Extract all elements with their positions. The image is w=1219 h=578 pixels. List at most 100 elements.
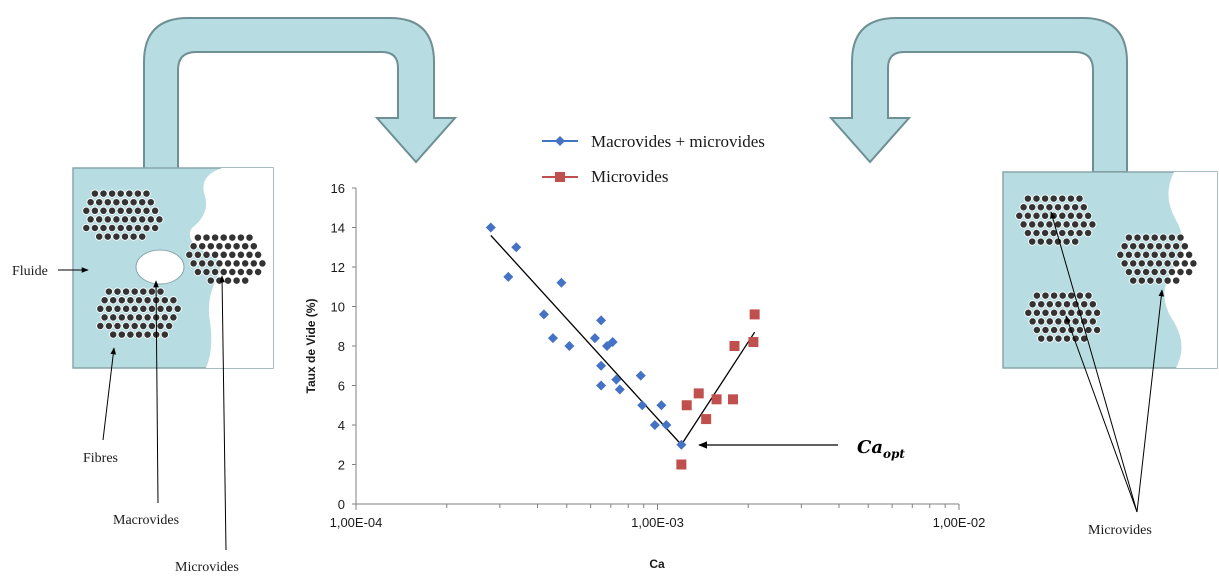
point-macrovides bbox=[635, 370, 646, 381]
point-macrovides bbox=[607, 337, 618, 348]
fibre bbox=[1062, 203, 1071, 212]
fibre bbox=[117, 313, 126, 322]
fibre bbox=[1079, 220, 1088, 229]
fibre bbox=[1083, 211, 1093, 220]
fibre bbox=[104, 321, 114, 331]
fibre bbox=[1062, 300, 1072, 309]
fibre bbox=[1172, 242, 1181, 251]
fibre bbox=[1049, 291, 1059, 300]
y-tick-label: 10 bbox=[331, 300, 345, 315]
fibre bbox=[1180, 259, 1189, 268]
fibre bbox=[210, 267, 220, 277]
pointer-macrovides bbox=[153, 280, 159, 504]
fibre bbox=[113, 287, 122, 296]
fibre bbox=[1071, 203, 1080, 212]
point-microvides bbox=[748, 337, 759, 348]
fibre bbox=[1159, 250, 1168, 259]
label-microvides-left: Microvides bbox=[175, 560, 239, 575]
fibre bbox=[1037, 300, 1046, 309]
fibre bbox=[1071, 317, 1080, 326]
fibre bbox=[95, 215, 104, 224]
point-microvides bbox=[711, 394, 722, 405]
point-macrovides bbox=[596, 315, 607, 326]
fibre bbox=[1028, 317, 1037, 326]
fibre bbox=[133, 223, 143, 233]
fibre bbox=[1028, 220, 1037, 229]
fibre bbox=[134, 296, 144, 305]
left-panel bbox=[72, 167, 274, 369]
fibre bbox=[1023, 228, 1033, 238]
trend-line bbox=[680, 331, 756, 446]
fibre bbox=[138, 232, 147, 241]
fibre bbox=[109, 296, 118, 305]
fibre bbox=[1053, 203, 1063, 212]
fibre bbox=[126, 296, 135, 305]
fibre bbox=[121, 287, 131, 296]
fibre bbox=[1150, 267, 1159, 277]
fibre bbox=[236, 250, 246, 259]
fibre bbox=[1172, 259, 1181, 268]
fibre bbox=[1141, 233, 1151, 242]
fibre bbox=[1184, 267, 1194, 277]
fibre bbox=[1124, 233, 1134, 242]
fibre bbox=[129, 215, 138, 224]
fibre bbox=[1075, 211, 1084, 220]
pointer-microvides-right-2 bbox=[1065, 315, 1138, 513]
fibre bbox=[1054, 334, 1063, 343]
curved-arrow-left bbox=[143, 17, 458, 173]
fibre bbox=[223, 276, 233, 285]
point-macrovides bbox=[611, 374, 622, 385]
fibre bbox=[116, 223, 125, 233]
fibre bbox=[1037, 334, 1046, 343]
fibre bbox=[121, 321, 131, 331]
fibre-bundle bbox=[82, 189, 164, 241]
point-macrovides bbox=[538, 309, 549, 320]
fibre bbox=[133, 206, 143, 215]
point-microvides bbox=[749, 309, 760, 320]
fibre bbox=[1066, 194, 1076, 203]
fibre bbox=[1075, 228, 1084, 238]
x-tick-label: 1,00E-04 bbox=[330, 515, 383, 530]
label-fibres: Fibres bbox=[83, 451, 118, 466]
fibre bbox=[241, 242, 250, 251]
fibre bbox=[1176, 233, 1185, 242]
fibre bbox=[103, 215, 112, 224]
fibre bbox=[160, 313, 169, 322]
fibre bbox=[1180, 242, 1189, 251]
fibre bbox=[1032, 211, 1041, 220]
fibre bbox=[164, 321, 174, 331]
fibre bbox=[104, 304, 114, 313]
fibre bbox=[1062, 220, 1071, 229]
fibre bbox=[1154, 276, 1164, 285]
fibre bbox=[95, 232, 104, 241]
y-tick-label: 2 bbox=[338, 458, 345, 473]
fibre bbox=[1045, 237, 1054, 246]
fibre bbox=[1088, 220, 1097, 229]
fibre bbox=[109, 313, 118, 322]
fibre bbox=[112, 215, 121, 224]
point-macrovides bbox=[556, 277, 567, 288]
fibre bbox=[193, 233, 203, 242]
legend: Macrovides + microvides Microvides bbox=[542, 132, 765, 186]
fibre bbox=[1159, 233, 1168, 242]
fibre bbox=[117, 296, 126, 305]
fibre bbox=[173, 304, 182, 313]
fibre bbox=[82, 206, 91, 215]
fibre bbox=[193, 250, 203, 259]
fibre bbox=[1080, 300, 1089, 309]
fibre bbox=[210, 233, 220, 242]
fibre bbox=[245, 250, 254, 259]
legend-item-macro: Macrovides + microvides bbox=[542, 132, 765, 151]
fibre bbox=[1084, 291, 1093, 300]
fibre bbox=[1045, 220, 1054, 229]
fibre bbox=[120, 215, 130, 224]
fibre bbox=[1167, 233, 1177, 242]
fibre bbox=[1120, 242, 1129, 251]
legend-label-micro: Microvides bbox=[591, 167, 668, 186]
fibre bbox=[100, 296, 109, 305]
fibre bbox=[90, 223, 100, 233]
fibre bbox=[107, 223, 117, 233]
fibre bbox=[1036, 237, 1045, 246]
fibre bbox=[1066, 228, 1076, 238]
y-tick-label: 0 bbox=[338, 497, 345, 512]
